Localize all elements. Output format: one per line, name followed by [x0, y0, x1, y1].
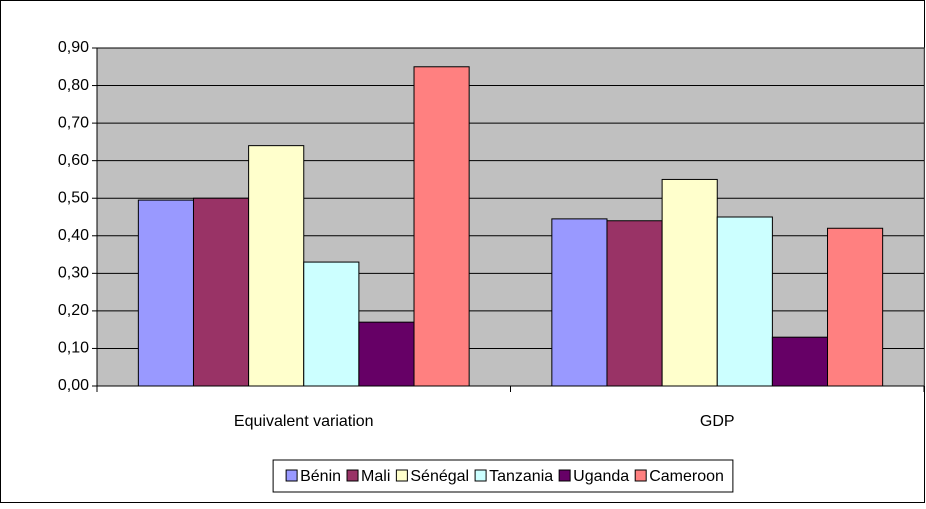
bar — [771, 336, 829, 387]
y-tick-label: 0,50 — [58, 189, 89, 206]
legend-swatch — [395, 469, 408, 482]
y-tick-label: 0,00 — [58, 377, 89, 394]
bar — [248, 145, 305, 387]
legend-swatch — [285, 469, 298, 482]
y-tick-label: 0,30 — [58, 265, 89, 282]
bar — [551, 218, 608, 387]
y-tick-label: 0,80 — [58, 77, 89, 94]
legend-label: Tanzania — [489, 468, 553, 485]
bar — [137, 199, 194, 387]
y-tick-label: 0,60 — [58, 152, 89, 169]
bar — [358, 321, 415, 387]
bar — [827, 227, 884, 387]
legend-swatch — [558, 469, 571, 482]
y-tick-label: 0,10 — [58, 340, 89, 357]
legend-swatch — [634, 469, 647, 482]
legend-label: Uganda — [573, 468, 629, 485]
y-tick-label: 0,20 — [58, 302, 89, 319]
bar — [192, 197, 250, 387]
x-tick-label: GDP — [700, 413, 735, 430]
y-tick-label: 0,70 — [58, 114, 89, 131]
bar — [303, 261, 360, 387]
legend-swatch — [346, 469, 359, 482]
legend-label: Mali — [361, 468, 390, 485]
bar — [716, 216, 773, 387]
bar — [413, 66, 470, 387]
legend — [272, 459, 734, 493]
y-tick-label: 0,40 — [58, 227, 89, 244]
legend-label: Sénégal — [410, 468, 469, 485]
bar — [661, 178, 718, 387]
legend-swatch — [474, 469, 487, 482]
legend-label: Cameroon — [649, 468, 724, 485]
y-tick-label: 0,90 — [58, 39, 89, 56]
legend-label: Bénin — [300, 468, 341, 485]
x-tick-label: Equivalent variation — [234, 413, 374, 430]
bar — [606, 220, 663, 387]
